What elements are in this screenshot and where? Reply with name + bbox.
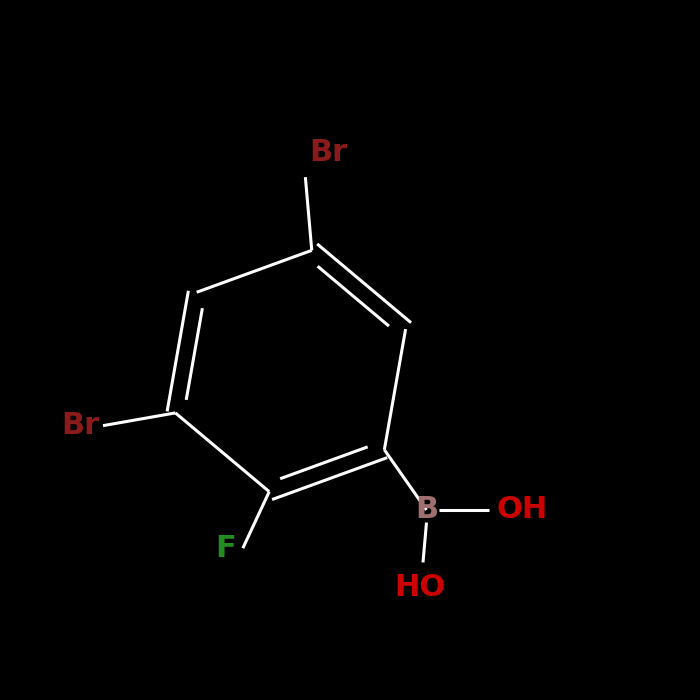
Text: B: B <box>415 496 438 524</box>
Text: Br: Br <box>309 138 347 167</box>
Text: OH: OH <box>496 496 547 524</box>
Text: F: F <box>215 534 236 563</box>
Text: HO: HO <box>394 573 445 602</box>
Text: Br: Br <box>62 411 99 440</box>
